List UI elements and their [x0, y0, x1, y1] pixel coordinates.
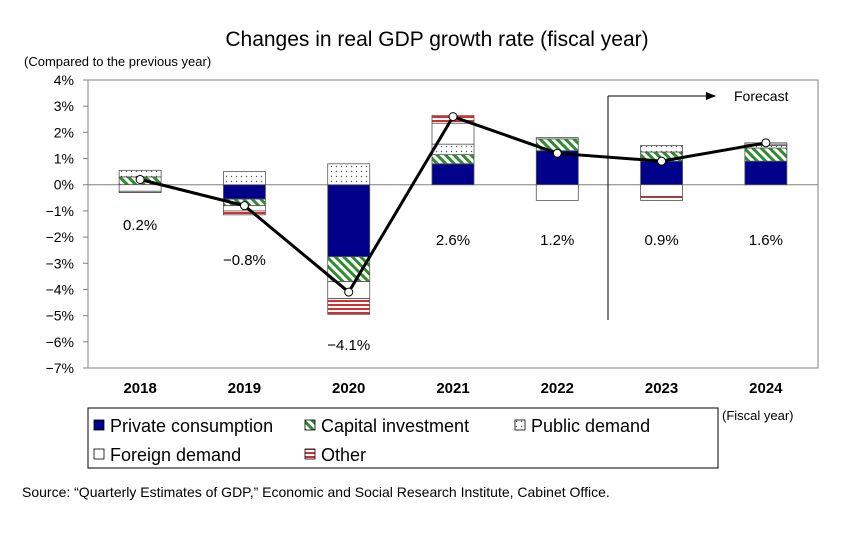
- x-tick-label: 2019: [228, 380, 261, 397]
- data-label: 0.9%: [644, 232, 678, 249]
- bar-segment-public-demand: [327, 163, 371, 186]
- bar-segment-other: [640, 196, 683, 201]
- forecast-arrow-head: [706, 92, 716, 100]
- growth-point: [135, 174, 145, 184]
- y-tick-label: −4%: [46, 281, 74, 297]
- y-tick-label: −5%: [46, 308, 74, 324]
- growth-point: [552, 148, 562, 158]
- labels-layer: 0.2% −0.8% −4.1% 2.6% 1.2% 0.9% 1.6%: [123, 217, 783, 354]
- bar-segment-public-demand: [223, 171, 266, 186]
- data-label: 1.6%: [749, 232, 783, 249]
- bar-segment-public-demand: [640, 145, 683, 153]
- data-label: 0.2%: [123, 217, 157, 234]
- legend-swatch-public-demand: [514, 419, 526, 431]
- bar-segment-capital-investment: [431, 154, 475, 165]
- bar-segment-public-demand: [431, 143, 475, 156]
- y-unit-label: (Compared to the previous year): [24, 54, 211, 69]
- y-tick-label: 4%: [54, 72, 74, 88]
- y-tick-label: −1%: [46, 203, 74, 219]
- data-label: 1.2%: [540, 232, 574, 249]
- plot-frame: [87, 79, 819, 369]
- growth-point: [657, 156, 667, 166]
- bar-segment-other: [118, 190, 162, 193]
- legend-label-public-demand: Public demand: [531, 416, 650, 436]
- source-note: Source: “Quarterly Estimates of GDP,” Ec…: [22, 484, 610, 500]
- y-tick-label: 0%: [54, 177, 74, 193]
- plot-area: 4% 3% 2% 1% 0% −1% −2% −3% −4% −5% −6% −7%: [46, 72, 819, 376]
- legend-swatch-foreign-demand: [93, 448, 105, 460]
- data-label: 2.6%: [436, 232, 470, 249]
- x-tick-label: 2022: [541, 380, 574, 397]
- bar-segment-private-consumption: [327, 184, 371, 258]
- growth-point: [448, 112, 458, 122]
- legend-label-private-consumption: Private consumption: [110, 416, 273, 436]
- x-tick-label: 2021: [436, 380, 469, 397]
- x-tick-label: 2018: [123, 380, 156, 397]
- chart-title: Changes in real GDP growth rate (fiscal …: [225, 28, 648, 51]
- x-tick-label: 2023: [645, 380, 678, 397]
- bar-segment-other: [535, 137, 579, 140]
- legend-label-other: Other: [321, 445, 366, 465]
- bar-segment-foreign-demand: [535, 184, 579, 201]
- data-label: −0.8%: [223, 252, 266, 269]
- bar-segment-other: [223, 210, 266, 216]
- forecast-label: Forecast: [734, 88, 789, 104]
- growth-point: [239, 201, 249, 211]
- bar-segment-foreign-demand: [640, 184, 683, 197]
- bar-segment-private-consumption: [223, 184, 266, 200]
- growth-point: [344, 287, 354, 297]
- legend-box: [87, 407, 719, 469]
- legend-label-foreign-demand: Foreign demand: [110, 445, 241, 465]
- data-label: −4.1%: [327, 337, 370, 354]
- x-tick-label: 2024: [749, 380, 783, 397]
- y-tick-label: −2%: [46, 229, 74, 245]
- y-tick-label: −3%: [46, 255, 74, 271]
- bar-segment-private-consumption: [744, 160, 788, 186]
- legend-swatch-private-consumption: [93, 419, 105, 431]
- x-tick-label: 2020: [332, 380, 365, 397]
- growth-line-layer: [135, 112, 771, 297]
- legend-swatch-capital-investment: [304, 419, 316, 431]
- bar-segment-private-consumption: [431, 163, 475, 186]
- legend: Private consumption Capital investment P…: [87, 407, 719, 469]
- bar-segment-capital-investment: [327, 256, 371, 282]
- bar-segment-foreign-demand: [118, 184, 162, 192]
- growth-point: [761, 138, 771, 148]
- bar-segment-other: [327, 298, 371, 315]
- y-tick-label: 1%: [54, 151, 74, 167]
- y-tick-label: −6%: [46, 334, 74, 350]
- forecast-marker: Forecast: [607, 88, 789, 320]
- y-tick-label: 3%: [54, 98, 74, 114]
- bar-segment-capital-investment: [744, 147, 788, 162]
- legend-label-capital-investment: Capital investment: [321, 416, 469, 436]
- y-tick-label: 2%: [54, 124, 74, 140]
- y-tick-label: −7%: [46, 360, 74, 376]
- legend-swatch-other: [304, 448, 316, 460]
- x-unit-label: (Fiscal year): [722, 408, 794, 423]
